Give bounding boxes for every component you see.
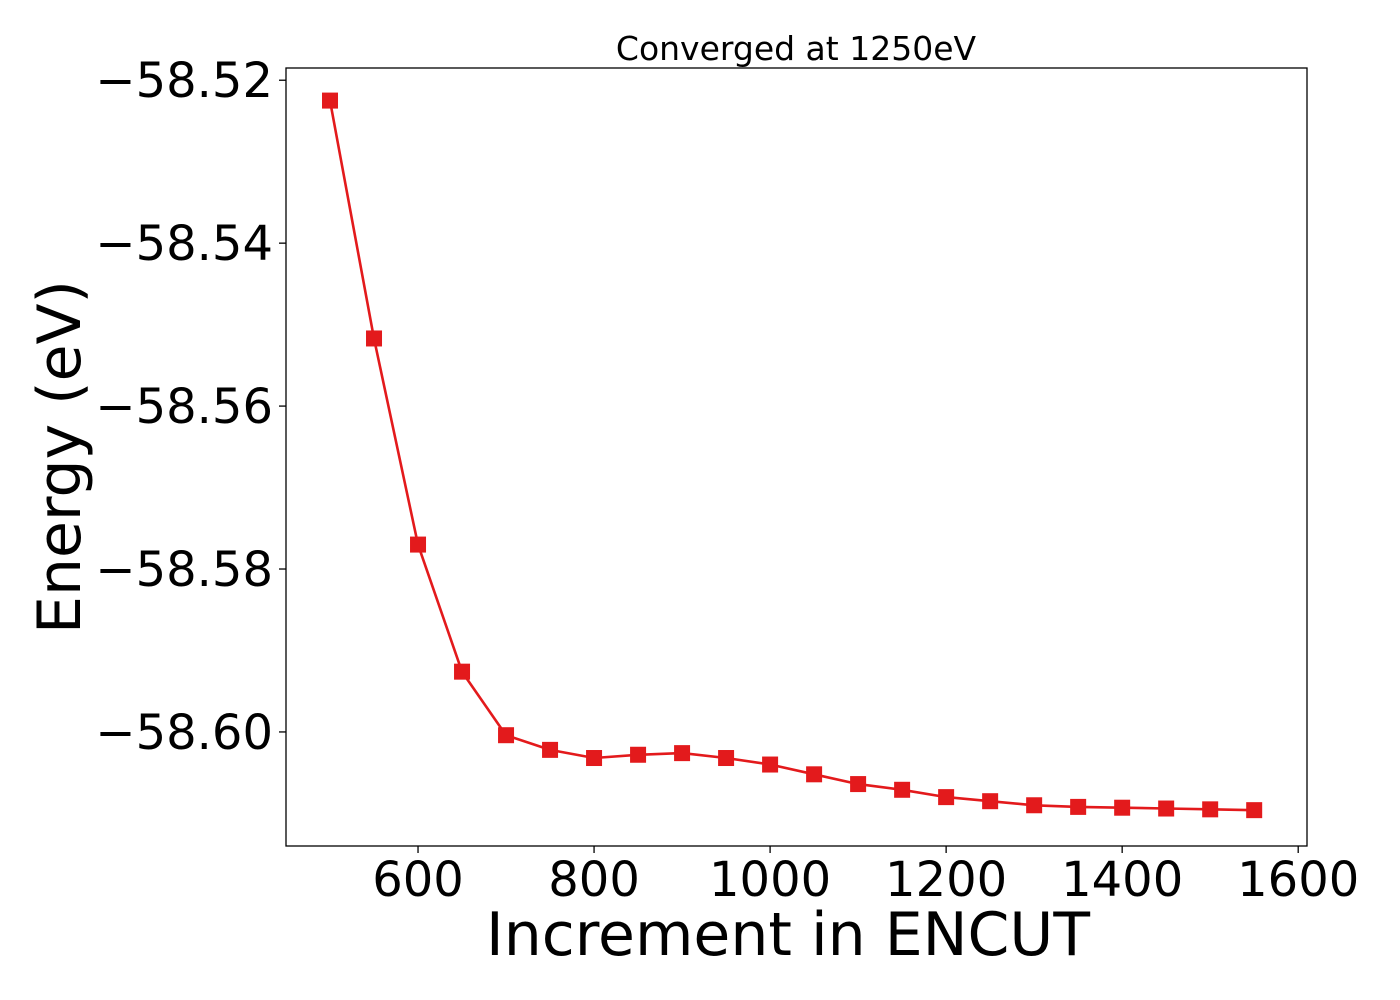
data-point-marker bbox=[850, 776, 867, 793]
data-point-marker bbox=[762, 756, 779, 773]
x-tick-label: 600 bbox=[372, 852, 464, 908]
data-point-marker bbox=[718, 750, 735, 767]
data-point-marker bbox=[498, 727, 515, 744]
y-tick-label: −58.54 bbox=[95, 216, 273, 272]
data-point-marker bbox=[674, 745, 691, 762]
x-tick-label: 1000 bbox=[709, 852, 831, 908]
data-point-marker bbox=[806, 766, 823, 783]
series-line bbox=[328, 100, 1255, 812]
x-tick-label: 1200 bbox=[885, 852, 1007, 908]
data-point-marker bbox=[1026, 797, 1043, 814]
y-tick-label: −58.56 bbox=[95, 379, 273, 435]
data-point-marker bbox=[630, 746, 647, 763]
series-markers bbox=[322, 92, 1263, 819]
plot-area-frame bbox=[285, 67, 1308, 847]
data-point-marker bbox=[1070, 798, 1087, 815]
data-point-marker bbox=[1202, 801, 1219, 818]
data-point-marker bbox=[1158, 800, 1175, 817]
y-tick-label: −58.60 bbox=[95, 705, 273, 761]
data-point-marker bbox=[322, 92, 339, 109]
y-axis-ticks: −58.52 −58.54 −58.56 −58.58 −58.60 bbox=[95, 53, 286, 761]
x-tick-label: 1600 bbox=[1237, 852, 1359, 908]
data-point-marker bbox=[410, 536, 427, 553]
y-axis-label: Energy (eV) bbox=[25, 280, 95, 634]
data-point-marker bbox=[542, 741, 559, 758]
x-tick-label: 800 bbox=[548, 852, 640, 908]
x-axis-ticks: 600 800 1000 1200 1400 1600 bbox=[372, 846, 1359, 908]
data-point-marker bbox=[1246, 802, 1263, 819]
data-point-marker bbox=[894, 781, 911, 798]
y-tick-label: −58.58 bbox=[95, 542, 273, 598]
data-point-marker bbox=[366, 330, 383, 347]
data-point-marker bbox=[586, 750, 603, 767]
x-axis-label: Increment in ENCUT bbox=[486, 900, 1090, 970]
data-point-marker bbox=[454, 663, 471, 680]
data-point-marker bbox=[938, 789, 955, 806]
data-point-marker bbox=[982, 793, 999, 810]
data-point-marker bbox=[1114, 799, 1131, 816]
x-tick-label: 1400 bbox=[1061, 852, 1183, 908]
y-tick-label: −58.52 bbox=[95, 53, 273, 109]
chart-title: Converged at 1250eV bbox=[616, 29, 977, 68]
